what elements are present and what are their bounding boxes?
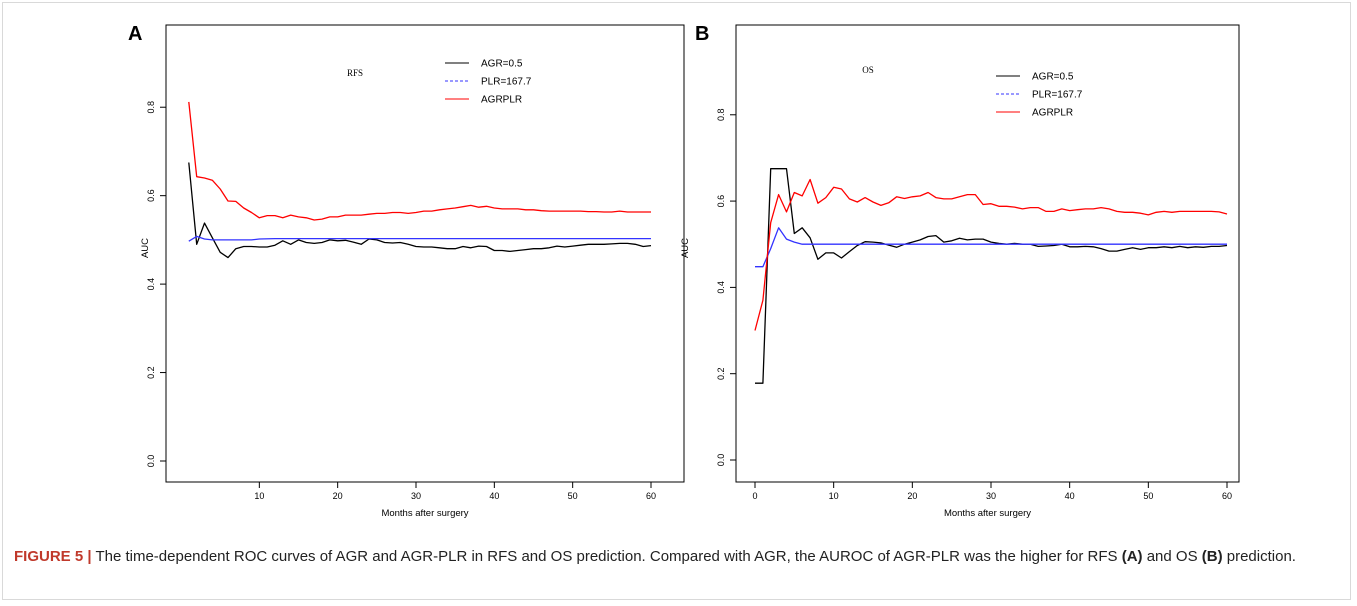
panel-label: A: [128, 23, 142, 45]
series-line-plr-167-7: [755, 227, 1227, 268]
y-tick-label: 0.0: [716, 454, 726, 467]
legend-label-agrplr: AGRPLR: [481, 95, 522, 106]
caption-ref-a: (A): [1121, 548, 1143, 565]
series-line-agrplr: [754, 178, 1228, 331]
panel-label: B: [695, 23, 709, 45]
x-tick-label: 30: [986, 491, 996, 501]
chart-panel-a: A 10 20 30 40 50 60 0.0 0.2 0.4 0.6 0.8 Months after…: [128, 23, 685, 519]
y-tick-label: 0.6: [146, 189, 156, 202]
y-tick-label: 0.8: [146, 101, 156, 114]
x-tick-label: 60: [646, 491, 656, 501]
figure-number: FIGURE 5 |: [14, 548, 92, 565]
caption-text-2: and OS: [1142, 548, 1202, 565]
x-axis-title: Months after surgery: [381, 508, 468, 519]
x-tick-label: 60: [1222, 491, 1232, 501]
y-tick-label: 0.4: [146, 278, 156, 291]
y-tick-label: 0.4: [716, 281, 726, 294]
y-axis-title: AUC: [680, 238, 691, 258]
y-tick-label: 0.2: [146, 366, 156, 379]
x-tick-label: 0: [752, 491, 757, 501]
caption-text-1: The time-dependent ROC curves of AGR and…: [91, 548, 1122, 565]
caption-text-3: prediction.: [1222, 548, 1296, 565]
x-tick-label: 50: [1143, 491, 1153, 501]
x-axis-title: Months after surgery: [944, 508, 1031, 519]
series-line-agr-0-5: [755, 168, 1228, 384]
figure-caption: FIGURE 5 | The time-dependent ROC curves…: [14, 546, 1334, 567]
legend-label-plr-167-7: PLR=167.7: [1032, 90, 1083, 101]
chart-panel-b: B 0 10 20 30 40 50 60 0.0 0.2 0.4 0.6 0.8 Months afte…: [680, 23, 1240, 519]
chart-title: OS: [862, 65, 874, 75]
chart-title: RFS: [347, 68, 363, 78]
legend-label-agr-0-5: AGR=0.5: [481, 59, 523, 70]
y-tick-label: 0.8: [716, 109, 726, 122]
plot-frame: [735, 24, 1240, 483]
x-tick-label: 30: [411, 491, 421, 501]
series-line-agr-0-5: [188, 162, 652, 259]
legend-label-agr-0-5: AGR=0.5: [1032, 72, 1074, 83]
x-tick-label: 40: [489, 491, 499, 501]
y-tick-label: 0.6: [716, 195, 726, 208]
x-tick-label: 20: [333, 491, 343, 501]
series-line-plr-167-7: [188, 235, 651, 242]
series-line-agrplr: [188, 101, 651, 221]
legend-label-plr-167-7: PLR=167.7: [481, 77, 532, 88]
legend-label-agrplr: AGRPLR: [1032, 108, 1073, 119]
x-tick-label: 50: [568, 491, 578, 501]
caption-ref-b: (B): [1201, 548, 1223, 565]
y-tick-label: 0.2: [716, 367, 726, 380]
charts-svg: A 10 20 30 40 50 60 0.0 0.2 0.4 0.6 0.8 Months after…: [128, 23, 1240, 519]
y-axis-title: AUC: [140, 238, 151, 258]
plot-frame: [165, 24, 685, 483]
x-tick-label: 10: [829, 491, 839, 501]
x-tick-label: 40: [1065, 491, 1075, 501]
y-tick-label: 0.0: [146, 455, 156, 468]
x-tick-label: 20: [907, 491, 917, 501]
x-tick-label: 10: [254, 491, 264, 501]
